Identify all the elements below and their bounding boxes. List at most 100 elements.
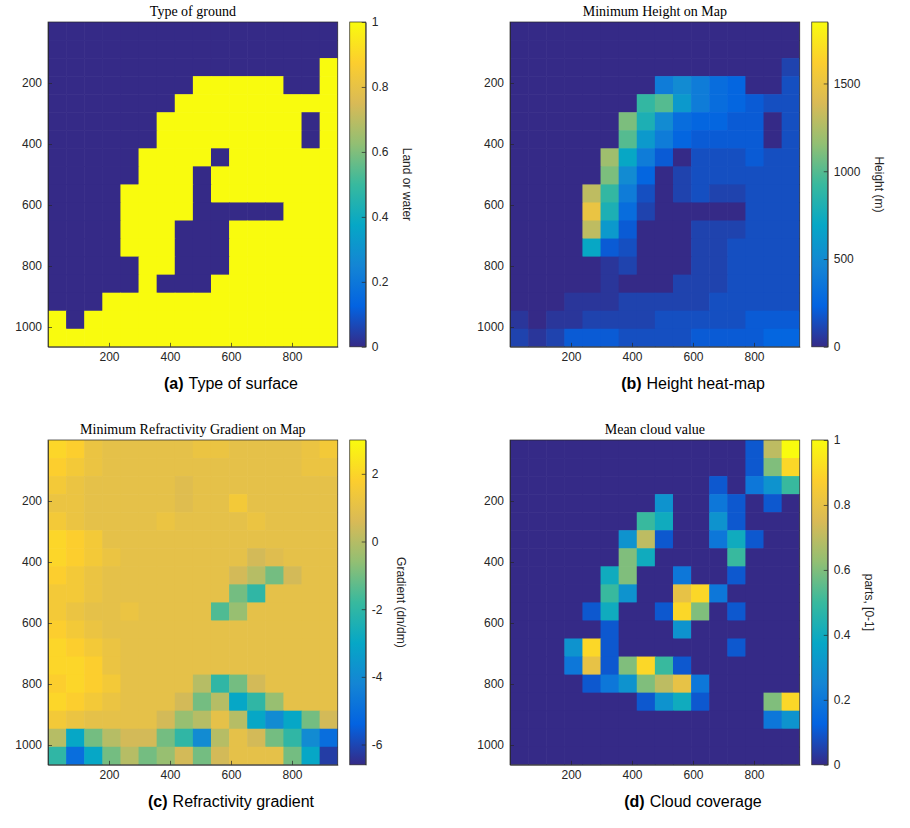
heatmap-cell — [265, 675, 284, 694]
heatmap-cell — [655, 729, 674, 748]
heatmap-cell — [193, 311, 212, 330]
panel: 2004006008002004006008001000Minimum Refr… — [15, 422, 407, 810]
heatmap-cell — [510, 311, 529, 330]
tick: 800 — [744, 343, 764, 365]
heatmap-cell — [320, 202, 338, 221]
heatmap-cell — [66, 530, 85, 549]
heatmap-cell — [84, 729, 103, 748]
heatmap-cell — [211, 257, 230, 276]
heatmap-cell — [211, 40, 230, 59]
heatmap-cell — [582, 311, 601, 330]
heatmap-cell — [120, 530, 139, 549]
heatmap-cell — [782, 221, 800, 240]
heatmap-cell — [582, 476, 601, 495]
heatmap-cell — [157, 639, 176, 658]
heatmap-cell — [655, 476, 674, 495]
heatmap-cell — [320, 275, 338, 294]
heatmap-cell — [782, 40, 800, 59]
heatmap-cell — [673, 693, 692, 712]
heatmap-cell — [229, 693, 248, 712]
heatmap-cell — [655, 148, 674, 167]
heatmap-cell — [582, 257, 601, 276]
heatmap-cell — [619, 602, 638, 621]
heatmap-cell — [564, 112, 583, 131]
heatmap-cell — [727, 221, 746, 240]
tick-mark — [170, 761, 171, 765]
heatmap-cell — [655, 530, 674, 549]
heatmap-cell — [601, 693, 620, 712]
heatmap-cell — [302, 329, 321, 347]
heatmap-cell — [582, 711, 601, 730]
heatmap-cell — [247, 602, 266, 621]
heatmap-cell — [691, 675, 710, 694]
heatmap-cell — [211, 329, 230, 347]
heatmap-cell — [265, 458, 284, 477]
heatmap-cell — [745, 22, 764, 41]
heatmap-cell — [764, 494, 783, 513]
heatmap-cell — [745, 221, 764, 240]
heatmap-cell — [582, 202, 601, 221]
heatmap-cell — [84, 548, 103, 567]
heatmap-cell — [528, 239, 547, 258]
heatmap-cell — [691, 530, 710, 549]
heatmap-cell — [764, 166, 783, 185]
heatmap-cell — [691, 458, 710, 477]
heatmap-cell — [709, 239, 728, 258]
heatmap-cell — [247, 440, 266, 459]
axis-line — [48, 441, 49, 766]
heatmap-cell — [510, 22, 529, 41]
tick-label: 200 — [22, 494, 42, 508]
heatmap-cell — [193, 94, 212, 113]
heatmap-cell — [691, 693, 710, 712]
tick: 0 — [824, 340, 841, 354]
heatmap-cell — [175, 221, 194, 240]
heatmap-cell — [745, 530, 764, 549]
heatmap-cell — [139, 494, 158, 513]
heatmap-cell — [157, 548, 176, 567]
heatmap-cell — [211, 202, 230, 221]
tick-mark — [362, 22, 366, 23]
heatmap-cell — [247, 148, 266, 167]
heatmap-cell — [673, 94, 692, 113]
heatmap-cell — [211, 494, 230, 513]
tick-label: 400 — [22, 137, 42, 151]
heatmap-cell — [528, 657, 547, 676]
heatmap-cell — [193, 130, 212, 149]
heatmap-cell — [283, 76, 302, 95]
heatmap-cell — [619, 202, 638, 221]
heatmap-cell — [727, 639, 746, 658]
heatmap-cell — [782, 657, 800, 676]
heatmap-cell — [782, 566, 800, 585]
plot-frame — [510, 440, 800, 765]
heatmap-cell — [510, 221, 529, 240]
heatmap-cell — [601, 512, 620, 531]
heatmap-cell — [673, 239, 692, 258]
tick: 400 — [484, 137, 514, 151]
heatmap-cell — [283, 329, 302, 347]
heatmap-cell — [157, 584, 176, 603]
heatmap-cell — [764, 693, 783, 712]
heatmap-cell — [247, 22, 266, 41]
heatmap-cell — [601, 566, 620, 585]
heatmap-cell — [157, 675, 176, 694]
heatmap-cell — [302, 257, 321, 276]
tick-label: 800 — [484, 677, 504, 691]
heatmap-cell — [102, 293, 121, 312]
panel-title: Type of ground — [150, 4, 236, 19]
tick-mark — [510, 205, 514, 206]
heatmap-cell — [157, 293, 176, 312]
heatmap-cell — [582, 440, 601, 459]
heatmap-cell — [655, 512, 674, 531]
heatmap-cell — [120, 729, 139, 748]
heatmap-cell — [727, 293, 746, 312]
heatmap-cell — [265, 257, 284, 276]
heatmap-cell — [673, 729, 692, 748]
heatmap-cell — [601, 711, 620, 730]
heatmap-cell — [782, 458, 800, 477]
heatmap-cell — [637, 239, 656, 258]
heatmap-cell — [229, 657, 248, 676]
tick: 0.6 — [362, 145, 389, 159]
heatmap-cell — [157, 202, 176, 221]
heatmap-cell — [727, 440, 746, 459]
heatmap-cell — [582, 22, 601, 41]
